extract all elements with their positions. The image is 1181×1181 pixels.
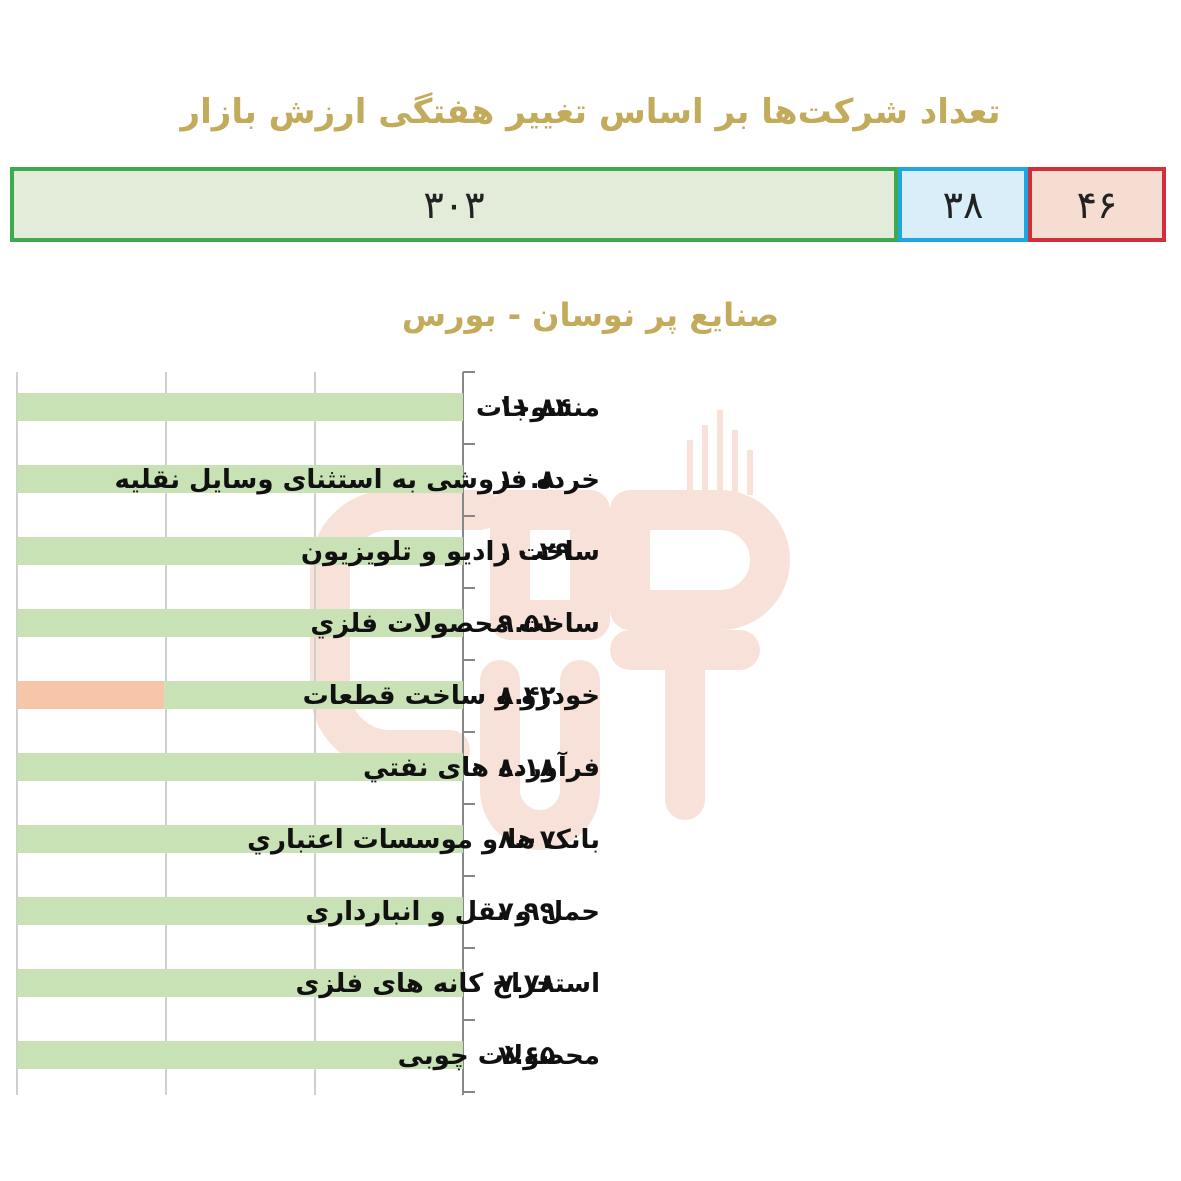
category-label: حمل و نقل و انبارداری [305,897,600,927]
category-label: خرده فروشی به استثنای وسایل نقلیه [115,465,600,495]
data-label: ۷.۶۵ [498,1041,556,1071]
data-label: ۱۰.۸ [498,465,556,495]
bar [17,897,463,925]
data-label: ۸.۴۲ [498,681,556,711]
bar [17,969,463,997]
category-label: بانک ها و موسسات اعتباري [247,825,600,855]
bar [17,465,463,493]
bar [164,681,463,709]
data-label: ۱۰.۲۹ [498,537,571,567]
bar-highlight [17,681,165,709]
category-label: خودرو و ساخت قطعات [303,681,600,711]
category-label: ساخت محصولات فلزي [310,609,600,639]
category-label: محصولات چوبی [398,1041,600,1071]
data-label: ۷.۷۸ [498,969,556,999]
data-label: ۷.۹۹ [498,897,556,927]
data-label: ۸.۰۷ [498,825,556,855]
company-count-bar: ۳۰۳ ۳۸ ۴۶ [10,167,1166,242]
category-label: فرآورده های نفتي [363,751,600,783]
unchanged-count-segment: ۳۸ [898,167,1028,242]
industries-chart-title: صنایع پر نوسان - بورس [401,296,780,334]
bar [17,609,463,637]
chart-title: تعداد شرکت‌ها بر اساس تغییر هفتگی ارزش ب… [180,92,1001,132]
positive-count-segment: ۳۰۳ [10,167,898,242]
category-label: ساخت رادیو و تلویزیون [301,537,600,567]
category-label: منسوجات [476,393,600,423]
bar [17,537,463,565]
bar [17,1041,463,1069]
data-label: ۱۱.۸۴ [498,393,571,423]
category-label: استخراج کانه های فلزی [296,969,600,999]
bar [17,825,463,853]
data-label: ۸.۱۸ [498,753,556,783]
bar [17,753,463,781]
data-label: ۹.۵۱ [498,609,555,639]
negative-count-segment: ۴۶ [1028,167,1166,242]
bar [17,393,463,421]
